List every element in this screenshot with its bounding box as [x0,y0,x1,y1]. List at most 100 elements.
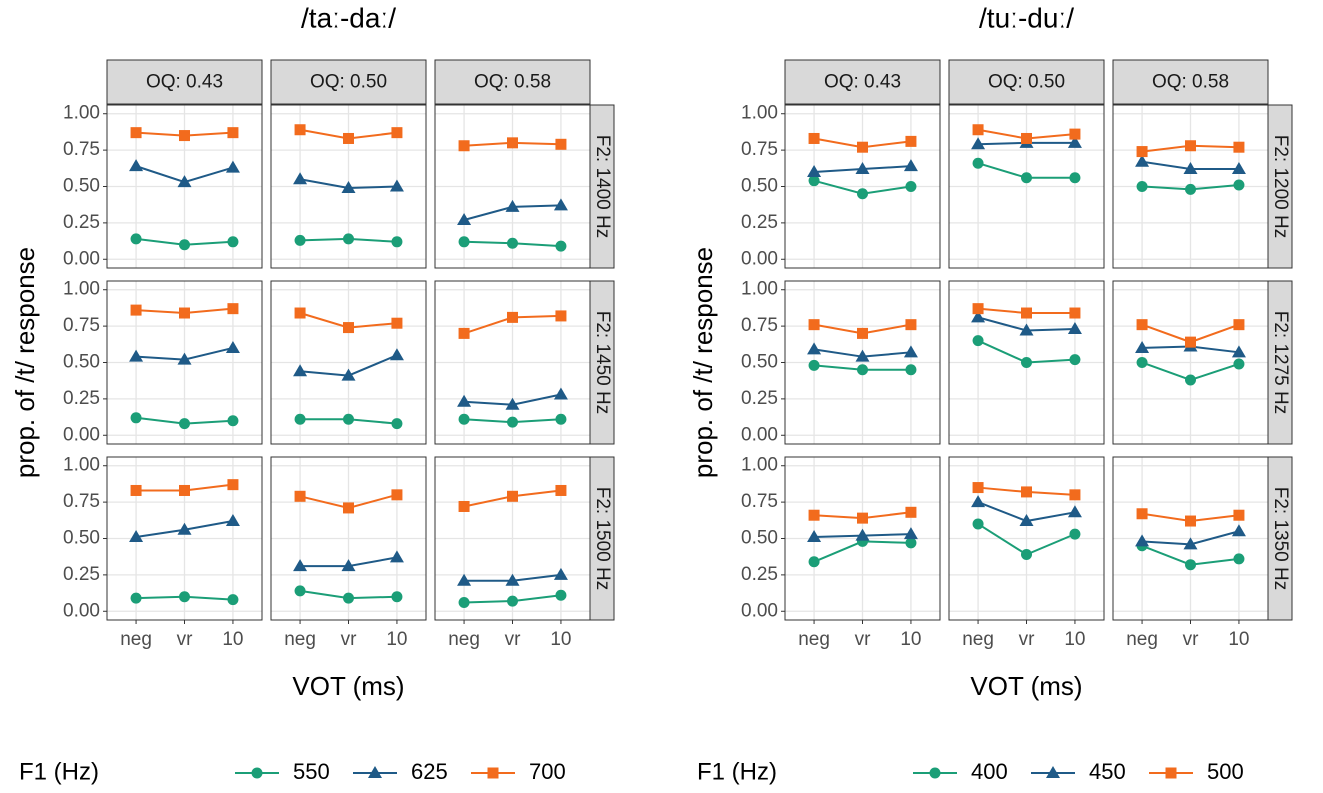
point [293,559,308,572]
x-tick-label: vr [177,629,194,650]
point [294,234,306,246]
y-tick-label: 1.00 [741,103,778,124]
point [341,368,356,381]
y-tick-label: 1.00 [741,455,778,476]
point [225,160,240,173]
x-tick-label: neg [284,629,316,650]
y-tick-label: 0.25 [63,564,100,585]
panel-border [1112,456,1269,621]
point [1021,486,1032,498]
legend-label: 700 [529,759,566,784]
facet-label: OQ: 0.50 [310,72,387,93]
panel-border [1112,280,1269,445]
point [1046,766,1060,778]
point [1231,162,1246,175]
point [179,239,190,251]
point [555,310,567,322]
point [1185,515,1196,527]
point [903,527,918,540]
point [1233,509,1245,521]
point [1183,162,1198,175]
point [458,140,470,152]
y-tick-label: 0.50 [741,528,778,549]
point [1136,357,1148,368]
point [855,349,870,362]
point [130,412,142,424]
point [1021,307,1032,319]
point [903,345,918,358]
y-tick-label: 0.50 [63,528,100,549]
x-tick-label: 10 [386,629,407,650]
point [555,484,567,496]
point [505,199,520,212]
x-tick-label: 10 [1228,629,1249,650]
point [227,127,239,139]
point [457,394,472,407]
legend-title: F1 (Hz) [697,758,777,785]
y-tick-label: 0.75 [63,315,100,336]
point [458,500,470,512]
point [130,304,142,316]
point [1185,140,1196,152]
point [227,303,239,315]
y-tick-label: 0.00 [741,248,778,269]
point [1019,323,1034,336]
panel-border [106,104,263,269]
facet-strip [784,59,941,105]
point [293,172,308,185]
point [129,530,144,543]
point [177,522,192,535]
y-tick-label: 0.50 [63,176,100,197]
point [391,317,403,329]
point [457,573,472,586]
facet-label: F2: 1450 Hz [592,311,613,415]
point [1185,336,1196,348]
facet-label: F2: 1400 Hz [592,135,613,239]
point [505,397,520,410]
facet-strip [106,59,263,105]
point [1233,553,1245,565]
point [391,489,403,501]
point [1231,345,1246,358]
legend-label: 625 [411,759,448,784]
point [507,137,518,149]
point [343,592,354,604]
point [1233,319,1245,331]
point [553,198,568,211]
point [1136,319,1148,331]
point [555,589,567,601]
panel-border [270,456,427,621]
panel-border [434,456,591,621]
facet-strip [1267,104,1293,269]
panel-border [948,104,1105,269]
point [457,212,472,225]
point [905,506,917,518]
legend-label: 400 [971,759,1008,784]
point [929,767,941,779]
legend-title: F1 (Hz) [19,758,99,785]
point [227,415,239,427]
point [177,352,192,365]
point [227,236,239,248]
point [1021,132,1032,144]
panel-border [106,280,263,445]
point [391,591,403,603]
point [1067,322,1082,335]
point [507,595,518,607]
point [971,137,986,150]
facet-strip [589,104,615,269]
y-tick-label: 0.75 [741,491,778,512]
facet-label: OQ: 0.43 [824,72,901,93]
y-axis-label: prop. of /t/ response [10,247,40,478]
point [905,537,917,549]
point [808,319,820,331]
point [179,130,190,142]
y-tick-label: 0.75 [63,491,100,512]
point [971,495,986,508]
point [505,573,520,586]
point [251,767,263,779]
point [1067,505,1082,518]
point [507,490,518,502]
facet-strip [434,59,591,105]
facet-strip [948,59,1105,105]
